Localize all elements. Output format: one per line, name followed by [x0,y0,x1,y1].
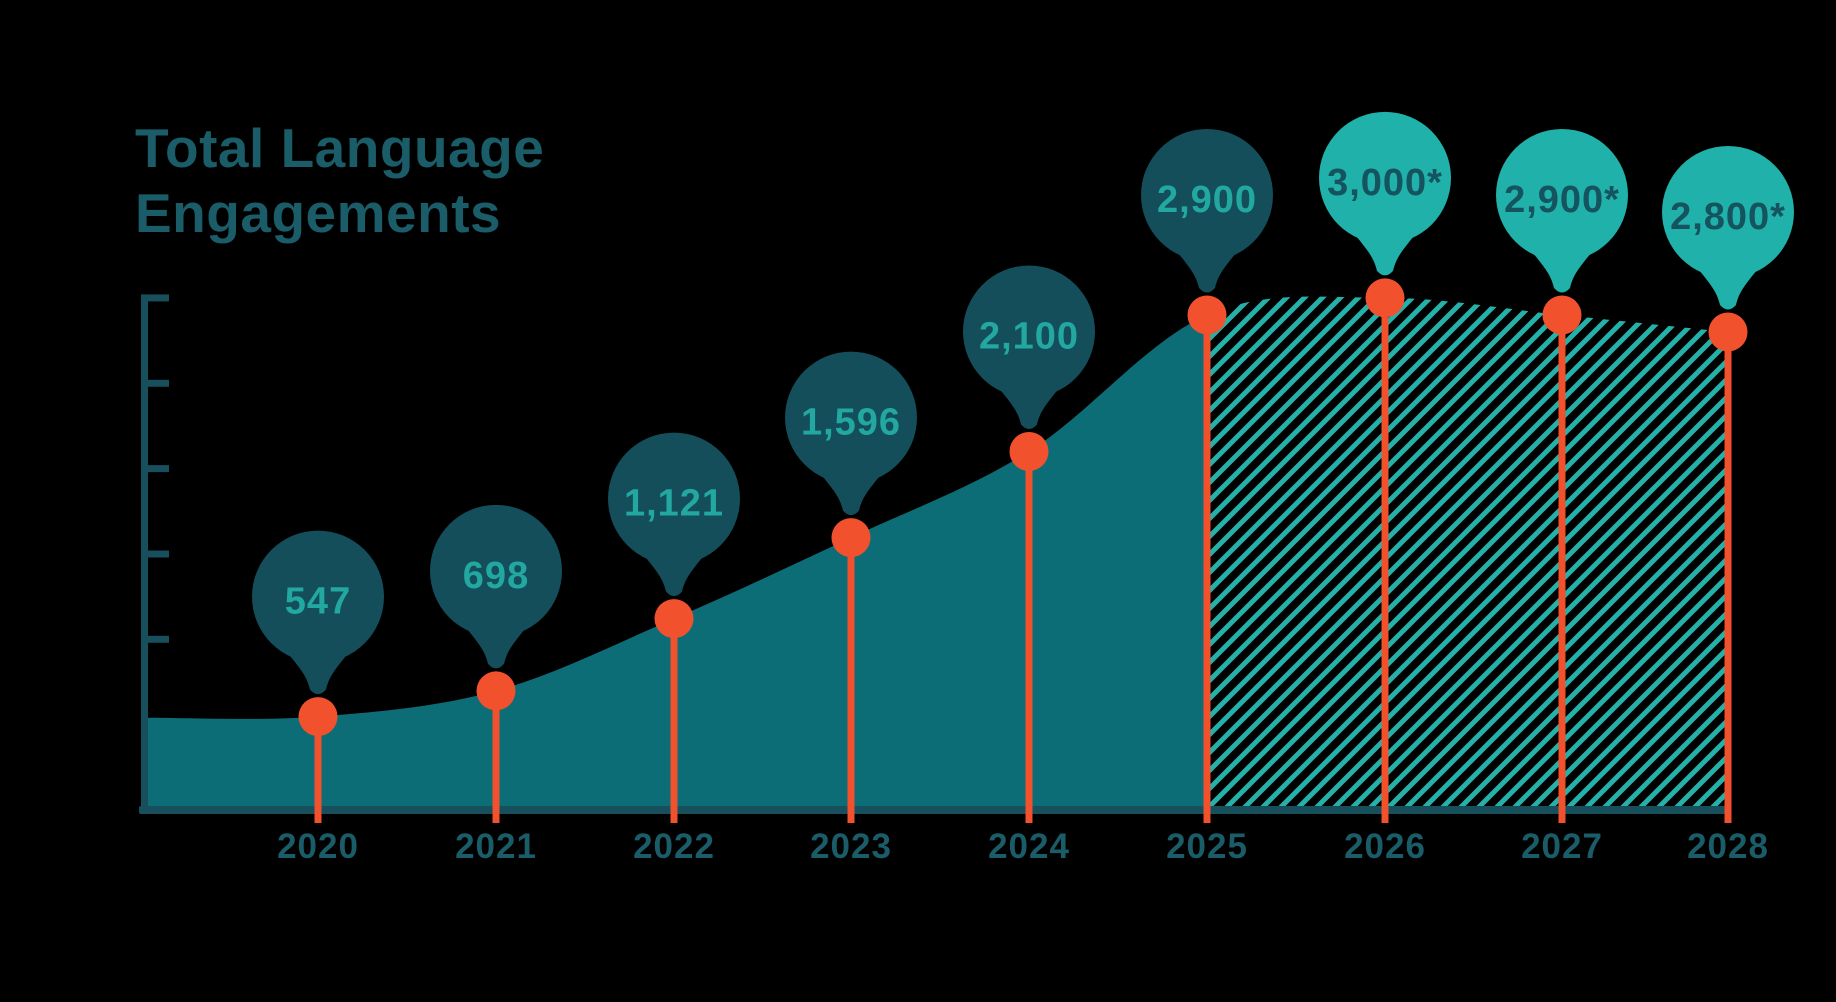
y-axis-tick-5 [141,294,169,302]
value-balloon-2025: 2,900 [1141,129,1273,293]
value-balloon-2026: 3,000* [1319,111,1451,276]
chart-title: Total Language Engagements [135,117,545,244]
y-axis-tick-2 [141,550,169,558]
balloon-tail-2023 [822,475,880,516]
value-label-2026: 3,000* [1327,162,1443,204]
data-point-2024 [1009,432,1049,471]
balloon-circle-2026 [1319,111,1451,244]
balloon-tail-2022 [645,556,703,597]
value-balloon-2028: 2,800* [1662,146,1794,310]
area-projected [1207,296,1728,811]
value-balloon-2023: 1,596 [785,351,917,516]
value-label-2024: 2,100 [979,316,1079,358]
marker-stem-2026 [1381,297,1389,823]
marker-stem-2023 [847,537,855,823]
value-balloon-2027: 2,900* [1496,129,1628,293]
balloon-circle-2028 [1662,146,1794,278]
value-label-2023: 1,596 [801,402,901,444]
data-point-2025 [1187,295,1227,335]
balloon-circle-2027 [1496,129,1628,261]
value-label-2028: 2,800* [1670,196,1786,238]
data-point-2027 [1542,295,1582,335]
value-balloon-2021: 698 [430,504,562,669]
balloon-circle-2024 [963,265,1095,398]
balloon-tail-2020 [289,654,347,695]
x-axis-line [139,806,1732,814]
balloon-circle-2023 [785,351,917,484]
balloon-circle-2022 [608,432,740,565]
balloon-tail-2024 [1000,389,1058,429]
marker-stem-2021 [492,690,500,823]
year-label-2025: 2025 [1166,827,1248,866]
year-label-2023: 2023 [810,827,892,866]
value-label-2021: 698 [463,555,529,597]
value-balloon-2022: 1,121 [608,432,740,597]
balloon-tail-2028 [1699,270,1757,310]
y-axis-tick-3 [141,465,169,473]
y-axis-tick-1 [141,635,169,643]
data-point-2026 [1365,278,1405,318]
year-label-2021: 2021 [455,827,537,866]
balloon-tail-2021 [467,628,525,669]
balloon-circle-2025 [1141,129,1273,261]
year-label-2024: 2024 [988,827,1070,866]
year-label-2028: 2028 [1687,827,1769,866]
value-label-2025: 2,900 [1157,179,1257,221]
value-label-2020: 547 [285,581,351,623]
marker-stem-2027 [1558,315,1566,823]
area-actual [148,315,1207,811]
marker-stem-2024 [1025,451,1033,823]
marker-stem-2022 [670,618,678,823]
year-label-2022: 2022 [633,827,715,866]
value-balloon-2020: 547 [252,530,384,695]
data-point-2021 [476,671,516,711]
balloon-tail-2025 [1178,253,1236,293]
value-label-2027: 2,900* [1504,179,1620,221]
balloon-tail-2027 [1533,253,1591,293]
data-point-2028 [1708,312,1748,352]
data-point-2022 [654,599,694,639]
year-label-2027: 2027 [1521,827,1603,866]
y-axis-tick-4 [141,379,169,387]
data-point-2023 [831,518,871,558]
balloon-circle-2020 [252,530,384,663]
balloon-tail-2026 [1356,235,1414,276]
year-label-2020: 2020 [277,827,359,866]
data-point-2020 [298,697,338,737]
marker-stem-2020 [314,716,322,823]
marker-stem-2025 [1203,315,1211,823]
value-balloon-2024: 2,100 [963,265,1095,429]
balloon-circle-2021 [430,504,562,637]
value-label-2022: 1,121 [624,483,724,525]
year-label-2026: 2026 [1344,827,1426,866]
marker-stem-2028 [1724,332,1732,823]
